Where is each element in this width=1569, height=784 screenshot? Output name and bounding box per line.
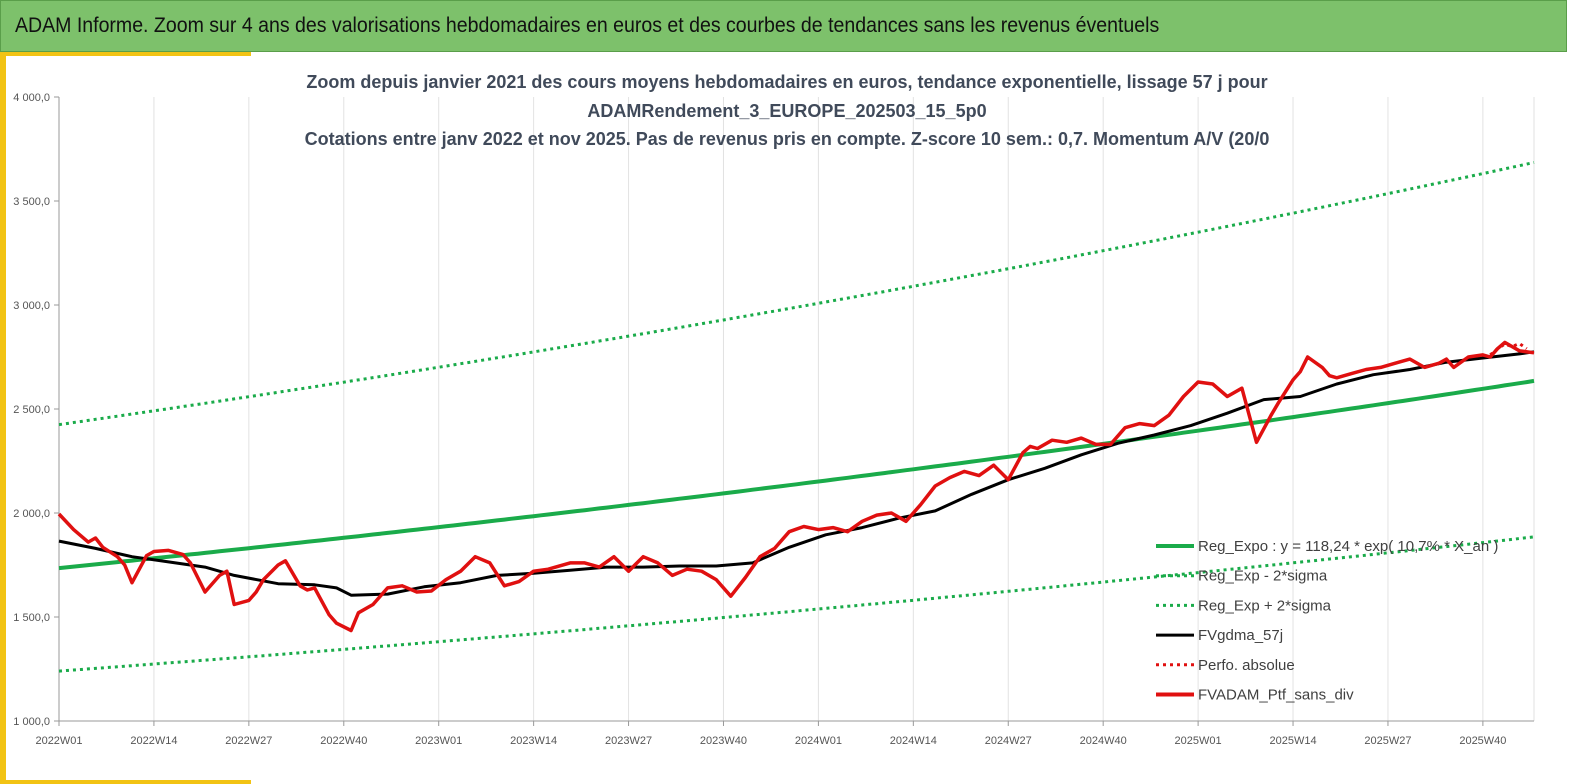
chart-area: Zoom depuis janvier 2021 des cours moyen…: [6, 56, 1566, 780]
legend-label: Reg_Expo : y = 118,24 * exp( 10,7% * X_a…: [1198, 538, 1498, 555]
y-tick-label: 1 000,0: [13, 716, 50, 728]
accent-bar-left: [0, 52, 6, 784]
page-title: ADAM Informe. Zoom sur 4 ans des valoris…: [15, 14, 1160, 37]
x-tick-label: 2024W27: [985, 735, 1032, 747]
legend: Reg_Expo : y = 118,24 * exp( 10,7% * X_a…: [1156, 538, 1498, 704]
series-line-6: [57, 340, 1535, 633]
series: [57, 161, 1535, 673]
x-tick-label: 2024W14: [890, 735, 937, 747]
chart-title-line-2: ADAMRendement_3_EUROPE_202503_15_5p0: [587, 101, 986, 121]
grid: [58, 97, 1535, 721]
series-line-2: [58, 535, 1535, 673]
x-tick-label: 2022W01: [35, 735, 82, 747]
legend-label: Perfo. absolue: [1198, 657, 1295, 674]
accent-bar-top: [6, 52, 251, 56]
legend-label: FVADAM_Ptf_sans_div: [1198, 687, 1354, 704]
x-tick-label: 2022W40: [320, 735, 367, 747]
series-line-1: [58, 378, 1535, 571]
legend-label: FVgdma_57j: [1198, 627, 1283, 644]
chart-title-line-3: Cotations entre janv 2022 et nov 2025. P…: [305, 129, 1270, 149]
x-tick-label: 2023W14: [510, 735, 557, 747]
series-line-4: [58, 350, 1535, 597]
series-line-5: [1489, 342, 1528, 357]
x-tick-label: 2023W40: [700, 735, 747, 747]
page-header: ADAM Informe. Zoom sur 4 ans des valoris…: [0, 0, 1567, 52]
x-tick-label: 2025W40: [1459, 735, 1506, 747]
x-tick-label: 2022W27: [225, 735, 272, 747]
x-tick-label: 2023W27: [605, 735, 652, 747]
y-tick-label: 1 500,0: [13, 612, 50, 624]
x-tick-label: 2024W01: [795, 735, 842, 747]
y-tick-label: 3 000,0: [13, 300, 50, 312]
line-chart: Zoom depuis janvier 2021 des cours moyen…: [13, 72, 1535, 747]
axes: 2022W01 2022W14 2022W27 2022W40 2023W01 2023W…: [13, 92, 1534, 747]
series-line-3: [58, 161, 1535, 427]
accent-bar-bottom: [0, 780, 251, 784]
chart-title-line-1: Zoom depuis janvier 2021 des cours moyen…: [306, 72, 1267, 92]
x-tick-label: 2025W14: [1269, 735, 1316, 747]
y-tick-label: 2 500,0: [13, 404, 50, 416]
y-tick-label: 3 500,0: [13, 196, 50, 208]
legend-label: Reg_Exp - 2*sigma: [1198, 568, 1328, 585]
y-tick-label: 4 000,0: [13, 92, 50, 104]
x-tick-label: 2022W14: [130, 735, 177, 747]
x-tick-label: 2025W27: [1364, 735, 1411, 747]
legend-label: Reg_Exp + 2*sigma: [1198, 597, 1332, 614]
y-tick-label: 2 000,0: [13, 508, 50, 520]
x-tick-label: 2024W40: [1080, 735, 1127, 747]
x-tick-label: 2023W01: [415, 735, 462, 747]
x-tick-label: 2025W01: [1175, 735, 1222, 747]
